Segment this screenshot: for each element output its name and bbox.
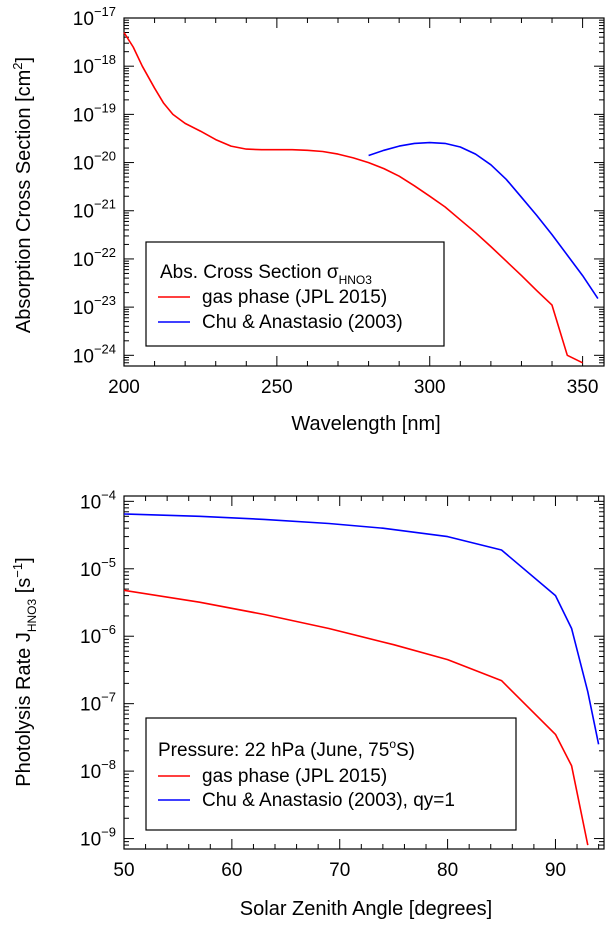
y-tick-label: 10−24 — [73, 341, 116, 367]
y-tick-label: 10−23 — [73, 293, 116, 319]
legend-title-top: Abs. Cross Section σHNO3 — [160, 262, 372, 287]
x-tick-label: 50 — [113, 860, 134, 881]
photolysis-rate-chart: 50 60 70 80 90 10−4 10−5 10−6 10−7 10−8 10−9 Sola… — [10, 487, 605, 920]
legend-title-bottom: Pressure: 22 hPa (June, 75oS) — [158, 737, 415, 761]
y-tick-label: 10−5 — [80, 555, 116, 581]
y-tick-label: 10−22 — [73, 245, 116, 271]
series-line-gas-phase-bottom — [123, 589, 589, 846]
y-axis-label-bottom: Photolysis Rate JHNO3 [s−1] — [10, 557, 39, 786]
x-tick-label: 300 — [414, 377, 446, 398]
x-tick-label: 60 — [221, 860, 242, 881]
y-axis-label-top: Absorption Cross Section [cm2] — [10, 57, 35, 333]
legend-label-gas-phase-top: gas phase (JPL 2015) — [202, 287, 387, 308]
x-axis-label-bottom: Solar Zenith Angle [degrees] — [240, 898, 492, 920]
legend-top: Abs. Cross Section σHNO3 gas phase (JPL … — [145, 241, 445, 347]
y-tick-label: 10−9 — [80, 825, 116, 851]
y-tick-label: 10−7 — [80, 690, 116, 716]
series-line-chu-anastasio-bottom — [123, 513, 600, 745]
legend-box-bottom — [145, 717, 517, 831]
x-tick-label: 250 — [261, 377, 293, 398]
y-tick-label: 10−17 — [73, 4, 116, 30]
series-line-gas-phase-top — [123, 32, 583, 364]
cross-section-chart: 200 250 300 350 10−17 10−18 10−19 10−20 10−21 10… — [10, 4, 605, 435]
y-tick-label: 10−18 — [73, 52, 116, 78]
x-tick-label: 350 — [567, 377, 599, 398]
x-tick-label: 200 — [108, 377, 140, 398]
legend-bottom: Pressure: 22 hPa (June, 75oS) gas phase … — [145, 717, 517, 831]
y-tick-label: 10−20 — [73, 149, 116, 175]
legend-label-gas-phase-bottom: gas phase (JPL 2015) — [202, 766, 387, 787]
y-tick-label: 10−21 — [73, 197, 116, 223]
y-tick-label: 10−4 — [80, 487, 116, 513]
series-line-chu-anastasio-top — [368, 141, 599, 300]
legend-label-chu-anastasio-bottom: Chu & Anastasio (2003), qy=1 — [202, 790, 455, 811]
x-tick-label: 90 — [545, 860, 566, 881]
plot-frame-bottom — [123, 495, 605, 850]
x-tick-label: 70 — [329, 860, 350, 881]
plot-frame-top — [123, 17, 605, 367]
legend-label-chu-anastasio-top: Chu & Anastasio (2003) — [202, 312, 403, 333]
y-tick-label: 10−8 — [80, 757, 116, 783]
x-axis-label-top: Wavelength [nm] — [291, 413, 440, 435]
x-tick-label: 80 — [437, 860, 458, 881]
legend-box-top — [145, 241, 445, 347]
y-tick-label: 10−19 — [73, 100, 116, 126]
y-tick-label: 10−6 — [80, 622, 116, 648]
